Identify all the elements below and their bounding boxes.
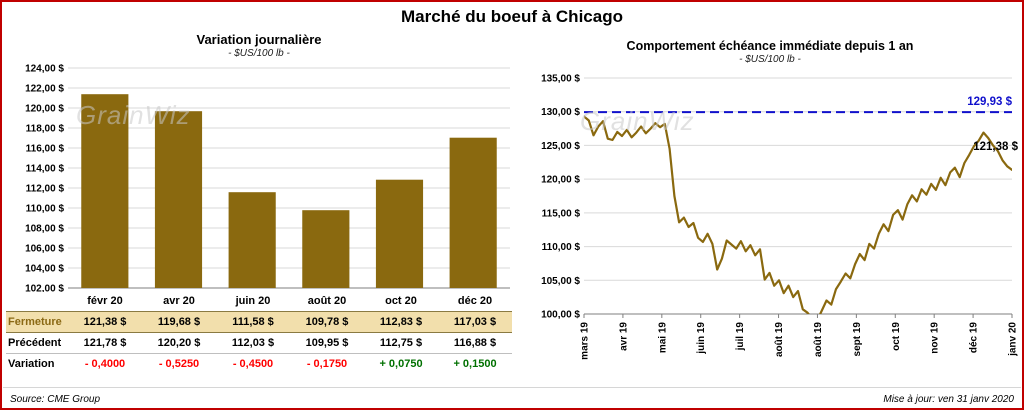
table-value: 112,03 $ <box>216 333 290 354</box>
table-value: 121,38 $ <box>68 311 142 333</box>
table-value: 112,83 $ <box>364 311 438 333</box>
table-value: 117,03 $ <box>438 311 512 333</box>
x-tick-label: janv 20 <box>1008 322 1019 357</box>
table-value: 121,78 $ <box>68 333 142 354</box>
bar-chart-panel: Variation journalière - $US/100 lb - Gra… <box>6 32 512 374</box>
table-value: + 0,1500 <box>453 358 497 370</box>
x-tick-label: avr 19 <box>618 322 629 351</box>
y-tick-label: 104,00 $ <box>25 264 64 275</box>
x-tick-label: juin 19 <box>696 322 707 355</box>
bar <box>375 179 424 288</box>
table-value: - 0,4000 <box>84 358 126 370</box>
table-value: 116,88 $ <box>438 333 512 354</box>
table-value: 111,58 $ <box>216 311 290 333</box>
ref-line-label: 129,93 $ <box>967 96 1012 108</box>
footer-divider <box>3 387 1021 388</box>
month-label: juin 20 <box>235 295 271 307</box>
y-tick-label: 100,00 $ <box>541 310 580 321</box>
bar <box>302 210 350 288</box>
y-tick-label: 108,00 $ <box>25 224 64 235</box>
month-label: oct 20 <box>385 295 417 307</box>
source-note: Source: CME Group <box>10 394 101 405</box>
month-label: avr 20 <box>163 295 195 307</box>
y-tick-label: 110,00 $ <box>26 204 65 215</box>
y-tick-label: 114,00 $ <box>26 164 65 175</box>
y-tick-label: 125,00 $ <box>541 141 580 152</box>
table-corner <box>6 292 68 311</box>
bar <box>228 192 276 288</box>
x-tick-label: août 19 <box>774 322 785 357</box>
x-tick-label: déc 19 <box>969 322 980 354</box>
month-label: févr 20 <box>87 295 123 307</box>
y-tick-label: 112,00 $ <box>26 184 65 195</box>
last-value-label: 121,38 $ <box>973 141 1018 153</box>
x-tick-label: juil 19 <box>735 322 746 352</box>
y-tick-label: 102,00 $ <box>25 284 64 293</box>
bar <box>81 94 129 288</box>
y-tick-label: 115,00 $ <box>542 208 581 219</box>
table-value: - 0,1750 <box>306 358 348 370</box>
x-tick-label: mai 19 <box>657 322 668 354</box>
line-chart: 135,00 $ 130,00 $ 125,00 $ 120,00 $ 115,00 $… <box>541 74 1019 360</box>
x-tick-label: mars 19 <box>580 322 591 360</box>
row-label: Fermeture <box>6 311 68 333</box>
y-tick-label: 106,00 $ <box>25 244 64 255</box>
y-tick-label: 130,00 $ <box>541 107 580 118</box>
y-tick-label: 122,00 $ <box>25 84 64 95</box>
y-tick-label: 118,00 $ <box>26 124 65 135</box>
x-tick-label: sept 19 <box>852 322 863 357</box>
row-label: Variation <box>8 358 55 370</box>
table-value: 120,20 $ <box>142 333 216 354</box>
month-label: août 20 <box>307 295 347 307</box>
y-tick-label: 124,00 $ <box>25 64 64 75</box>
y-tick-label: 120,00 $ <box>25 104 64 115</box>
page-title: Marché du boeuf à Chicago <box>401 7 623 26</box>
line-chart-subtitle: - $US/100 lb - <box>739 54 801 65</box>
month-label: déc 20 <box>457 295 493 307</box>
line-chart-panel: Comportement échéance immédiate depuis 1… <box>520 38 1020 368</box>
table-value: 109,78 $ <box>290 311 364 333</box>
table-value: - 0,5250 <box>158 358 200 370</box>
y-tick-label: 105,00 $ <box>541 276 580 287</box>
price-line <box>584 115 1012 314</box>
table-value: 109,95 $ <box>290 333 364 354</box>
y-tick-label: 116,00 $ <box>26 144 65 155</box>
summary-table: févr 20 avr 20 juin 20 août 20 oct 20 déc 20 F… <box>6 292 512 374</box>
bar-chart: 124,00 $ 122,00 $ 120,00 $ 118,00 $ 116,00 $… <box>25 64 510 293</box>
y-tick-label: 135,00 $ <box>541 74 580 85</box>
y-tick-label: 120,00 $ <box>541 175 580 186</box>
x-tick-label: nov 19 <box>930 322 941 354</box>
y-tick-label: 110,00 $ <box>542 242 581 253</box>
bar-chart-subtitle: - $US/100 lb - <box>228 48 290 59</box>
bar-chart-title: Variation journalière <box>196 32 322 47</box>
x-tick-label: août 19 <box>813 322 824 357</box>
table-value: + 0,0750 <box>379 358 423 370</box>
updated-note: Mise à jour: ven 31 janv 2020 <box>883 394 1014 405</box>
table-value: 119,68 $ <box>142 311 216 333</box>
table-value: - 0,4500 <box>232 358 274 370</box>
row-label: Précédent <box>6 333 68 354</box>
line-chart-title: Comportement échéance immédiate depuis 1… <box>626 39 914 53</box>
bar <box>154 111 203 288</box>
table-value: 112,75 $ <box>364 333 438 354</box>
x-tick-label: oct 19 <box>891 322 902 351</box>
bar <box>449 137 497 288</box>
